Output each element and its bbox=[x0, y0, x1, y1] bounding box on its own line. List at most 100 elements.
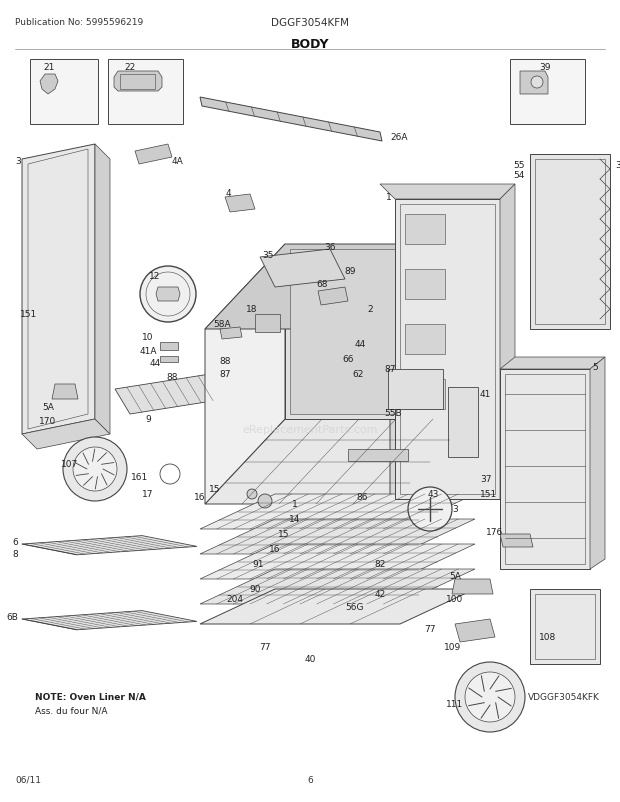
Polygon shape bbox=[205, 245, 470, 330]
Polygon shape bbox=[115, 375, 225, 415]
Polygon shape bbox=[156, 288, 180, 302]
Text: 1: 1 bbox=[292, 500, 298, 508]
Polygon shape bbox=[200, 545, 475, 579]
Text: 36: 36 bbox=[324, 243, 336, 252]
Text: 9: 9 bbox=[145, 415, 151, 424]
Text: 5A: 5A bbox=[42, 403, 54, 412]
Text: 6B: 6B bbox=[6, 613, 18, 622]
Text: 54: 54 bbox=[513, 170, 525, 180]
Text: 66: 66 bbox=[342, 355, 354, 364]
Polygon shape bbox=[452, 579, 493, 594]
Text: 42: 42 bbox=[374, 589, 386, 599]
Text: 176: 176 bbox=[486, 528, 503, 537]
Polygon shape bbox=[114, 72, 162, 92]
Bar bbox=[535, 160, 605, 325]
Text: 88: 88 bbox=[219, 357, 231, 366]
Text: 56G: 56G bbox=[346, 603, 365, 612]
Bar bbox=[448, 387, 478, 457]
Text: 16: 16 bbox=[269, 545, 281, 554]
Text: 107: 107 bbox=[61, 460, 79, 469]
Text: 90: 90 bbox=[249, 585, 261, 593]
Text: 109: 109 bbox=[445, 642, 462, 652]
Polygon shape bbox=[205, 245, 285, 504]
Text: 16: 16 bbox=[194, 493, 206, 502]
Text: 111: 111 bbox=[446, 699, 464, 709]
Text: 82: 82 bbox=[374, 560, 386, 569]
Bar bbox=[405, 325, 445, 354]
Polygon shape bbox=[22, 536, 197, 555]
Bar bbox=[405, 269, 445, 300]
Polygon shape bbox=[95, 145, 110, 435]
Text: 44: 44 bbox=[149, 359, 161, 368]
Text: 3: 3 bbox=[452, 505, 458, 514]
Text: 37: 37 bbox=[480, 475, 492, 484]
Text: 100: 100 bbox=[446, 595, 464, 604]
Polygon shape bbox=[200, 98, 382, 142]
Polygon shape bbox=[290, 249, 465, 415]
Polygon shape bbox=[52, 384, 78, 399]
Polygon shape bbox=[135, 145, 172, 164]
Text: 87: 87 bbox=[384, 365, 396, 374]
Bar bbox=[405, 379, 445, 410]
Text: 8: 8 bbox=[12, 550, 18, 559]
Text: 43: 43 bbox=[427, 490, 439, 499]
Text: 88: 88 bbox=[166, 373, 178, 382]
Text: 5: 5 bbox=[592, 363, 598, 372]
Bar bbox=[400, 205, 495, 494]
Text: 5A: 5A bbox=[449, 572, 461, 581]
Bar bbox=[30, 60, 98, 125]
Polygon shape bbox=[22, 419, 110, 449]
Polygon shape bbox=[22, 611, 197, 630]
Polygon shape bbox=[520, 72, 548, 95]
Circle shape bbox=[258, 494, 272, 508]
Polygon shape bbox=[225, 195, 255, 213]
Polygon shape bbox=[260, 249, 345, 288]
Bar bbox=[120, 75, 155, 90]
Text: 12: 12 bbox=[149, 272, 161, 282]
Text: 44: 44 bbox=[355, 340, 366, 349]
Text: 35: 35 bbox=[262, 250, 274, 259]
Bar bbox=[505, 375, 585, 565]
Polygon shape bbox=[200, 494, 475, 529]
Text: 58A: 58A bbox=[213, 320, 231, 329]
Polygon shape bbox=[380, 184, 515, 200]
Text: 15: 15 bbox=[210, 485, 221, 494]
Polygon shape bbox=[500, 358, 605, 370]
Text: 108: 108 bbox=[539, 633, 557, 642]
Bar bbox=[255, 314, 280, 333]
Text: 55B: 55B bbox=[384, 409, 402, 418]
Polygon shape bbox=[500, 184, 515, 500]
Bar bbox=[388, 370, 443, 410]
Text: 33: 33 bbox=[615, 160, 620, 169]
Circle shape bbox=[408, 488, 452, 532]
Text: Ass. du four N/A: Ass. du four N/A bbox=[35, 706, 107, 715]
Polygon shape bbox=[220, 327, 242, 339]
Text: 161: 161 bbox=[131, 473, 149, 482]
Polygon shape bbox=[455, 619, 495, 642]
Text: 40: 40 bbox=[304, 654, 316, 664]
Text: NOTE: Oven Liner N/A: NOTE: Oven Liner N/A bbox=[35, 692, 146, 701]
Polygon shape bbox=[200, 589, 475, 624]
Polygon shape bbox=[205, 419, 470, 504]
Text: 39: 39 bbox=[539, 63, 551, 72]
Text: 21: 21 bbox=[43, 63, 55, 72]
Circle shape bbox=[455, 662, 525, 732]
Text: 170: 170 bbox=[40, 417, 56, 426]
Text: 55: 55 bbox=[513, 160, 525, 169]
Text: 77: 77 bbox=[424, 625, 436, 634]
Text: 62: 62 bbox=[352, 370, 364, 379]
Text: DGGF3054KFM: DGGF3054KFM bbox=[271, 18, 349, 28]
Text: 68: 68 bbox=[316, 280, 328, 290]
Text: 41: 41 bbox=[480, 390, 492, 399]
Circle shape bbox=[63, 437, 127, 501]
Bar bbox=[535, 594, 595, 659]
Text: 151: 151 bbox=[20, 310, 37, 319]
Text: 4: 4 bbox=[225, 188, 231, 197]
Polygon shape bbox=[200, 520, 475, 554]
Text: 151: 151 bbox=[480, 490, 497, 499]
Text: 17: 17 bbox=[142, 490, 154, 499]
Polygon shape bbox=[22, 145, 95, 435]
Polygon shape bbox=[285, 245, 470, 419]
Polygon shape bbox=[395, 200, 500, 500]
Text: 22: 22 bbox=[125, 63, 136, 72]
